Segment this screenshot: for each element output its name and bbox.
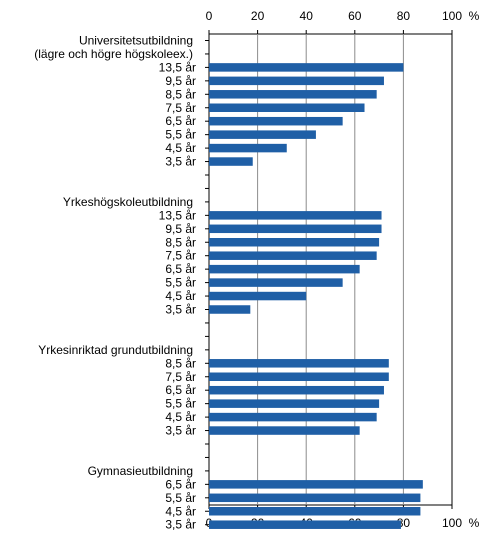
x-tick-label: 100	[442, 516, 462, 530]
bar	[209, 116, 343, 126]
category-label: 3,5 år	[165, 155, 196, 169]
category-label: 5,5 år	[165, 397, 196, 411]
bar	[209, 372, 389, 381]
bar	[209, 143, 287, 153]
bar	[209, 359, 389, 368]
bar	[209, 251, 377, 260]
category-label: 3,5 år	[165, 518, 196, 532]
bar	[209, 507, 421, 516]
bar	[209, 238, 380, 247]
x-tick-label: 40	[300, 9, 314, 23]
bar	[209, 385, 384, 395]
bar	[209, 493, 421, 503]
x-tick-label: 100	[442, 9, 462, 23]
bar	[209, 130, 316, 139]
category-label: 6,5 år	[165, 477, 196, 491]
category-label: 5,5 år	[165, 276, 196, 290]
group-title: Yrkeshögskoleutbildning	[63, 195, 193, 209]
category-label: 4,5 år	[165, 410, 196, 424]
category-label: 3,5 år	[165, 303, 196, 317]
category-label: 6,5 år	[165, 114, 196, 128]
group-title: Gymnasieutbildning	[88, 464, 193, 478]
bar	[209, 480, 423, 489]
category-label: 9,5 år	[165, 74, 196, 88]
group-title: Yrkesinriktad grundutbildning	[38, 343, 193, 357]
bars	[209, 63, 423, 529]
x-tick-label: 0	[206, 9, 213, 23]
bar	[209, 63, 404, 72]
category-label: 6,5 år	[165, 383, 196, 397]
bar	[209, 264, 360, 274]
category-label: 5,5 år	[165, 491, 196, 505]
x-tick-label: 20	[251, 9, 265, 23]
bar	[209, 412, 377, 422]
category-label: 7,5 år	[165, 249, 196, 263]
category-label: 4,5 år	[165, 141, 196, 155]
top-axis: 0 20 40 60 80 100%	[206, 9, 480, 34]
bar	[209, 103, 365, 112]
category-label: 13,5 år	[159, 208, 196, 222]
bar	[209, 426, 360, 435]
bar	[209, 157, 253, 166]
category-label: 9,5 år	[165, 222, 196, 236]
bar	[209, 291, 307, 301]
category-label: 13,5 år	[159, 60, 196, 74]
bar	[209, 76, 384, 86]
category-label: 8,5 år	[165, 87, 196, 101]
x-tick-label: 60	[348, 9, 362, 23]
bar	[209, 520, 401, 529]
category-label: 4,5 år	[165, 289, 196, 303]
bar	[209, 399, 380, 408]
category-label: 8,5 år	[165, 235, 196, 249]
bar	[209, 90, 377, 99]
category-label: 4,5 år	[165, 504, 196, 518]
category-axis: Universitetsutbildning(lägre och högre h…	[34, 34, 209, 532]
bar	[209, 211, 382, 220]
unit-label: %	[469, 516, 480, 530]
category-label: 8,5 år	[165, 356, 196, 370]
category-label: 6,5 år	[165, 262, 196, 276]
group-title: Universitetsutbildning	[79, 34, 193, 48]
x-tick-label: 80	[397, 9, 411, 23]
bar	[209, 278, 343, 287]
category-label: 5,5 år	[165, 128, 196, 142]
bar	[209, 305, 251, 314]
category-label: 7,5 år	[165, 101, 196, 115]
category-label: 3,5 år	[165, 424, 196, 438]
unit-label: %	[469, 9, 480, 23]
category-label: 7,5 år	[165, 370, 196, 384]
bar	[209, 224, 382, 234]
group-title: (lägre och högre högskoleex.)	[34, 47, 193, 61]
